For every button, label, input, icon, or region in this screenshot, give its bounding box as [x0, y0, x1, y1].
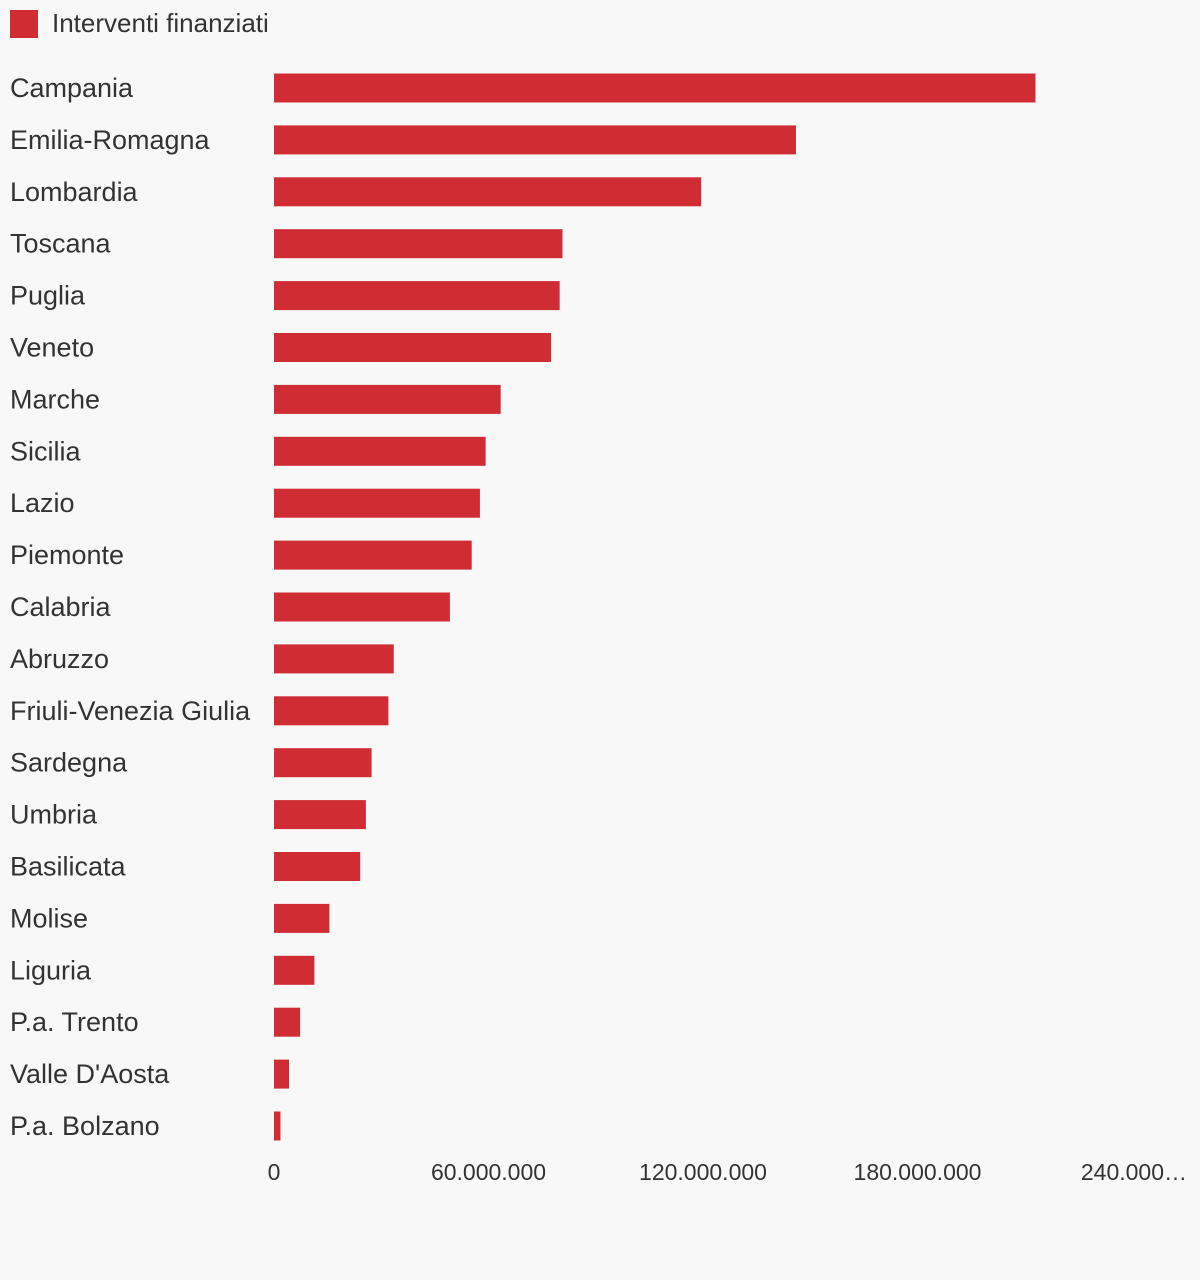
bar[interactable] [274, 1007, 301, 1037]
category-label: Campania [10, 73, 134, 103]
category-label: Puglia [10, 281, 86, 311]
category-label: Umbria [10, 800, 98, 830]
category-label: Piemonte [10, 540, 124, 570]
x-axis-ticks: 0 60.000.000 120.000.000 180.000.000 240.000… [268, 1159, 1187, 1185]
category-label: Toscana [10, 229, 112, 259]
category-label: Calabria [10, 592, 112, 622]
category-label: Emilia-Romagna [10, 125, 211, 155]
bar[interactable] [274, 125, 796, 155]
legend-label: Interventi finanziati [52, 8, 269, 38]
bar[interactable] [274, 73, 1036, 103]
bar[interactable] [274, 955, 315, 985]
bar[interactable] [274, 800, 366, 830]
legend: Interventi finanziati [10, 8, 269, 39]
bar[interactable] [274, 852, 361, 881]
bar[interactable] [274, 644, 394, 674]
bars [274, 73, 1036, 1141]
category-label: Basilicata [10, 852, 127, 882]
category-label: P.a. Bolzano [10, 1111, 160, 1141]
category-label: Sardegna [10, 748, 128, 778]
category-label: Lazio [10, 488, 75, 518]
category-label: Friuli-Venezia Giulia [10, 696, 251, 726]
bar[interactable] [274, 281, 560, 311]
category-label: Molise [10, 903, 88, 933]
category-label: Sicilia [10, 436, 82, 466]
bar[interactable] [274, 903, 330, 933]
bar[interactable] [274, 333, 552, 362]
category-label: Lombardia [10, 177, 139, 207]
category-label: Marche [10, 384, 100, 414]
category-label: Veneto [10, 333, 94, 363]
bar[interactable] [274, 229, 563, 259]
bar[interactable] [274, 436, 486, 466]
category-label: Liguria [10, 955, 92, 985]
bar[interactable] [274, 488, 480, 518]
bar[interactable] [274, 384, 501, 414]
bar[interactable] [274, 177, 702, 207]
bar[interactable] [274, 748, 372, 778]
x-tick-label: 240.000… [1081, 1159, 1187, 1185]
category-label: Abruzzo [10, 644, 109, 674]
legend-swatch [10, 9, 38, 38]
bar[interactable] [274, 1059, 290, 1089]
category-label: Valle D'Aosta [10, 1059, 170, 1089]
bar[interactable] [274, 1111, 281, 1141]
bar[interactable] [274, 540, 472, 570]
category-labels: Campania Emilia-Romagna Lombardia Toscana Pu… [10, 73, 251, 1141]
x-tick-label: 180.000.000 [854, 1159, 982, 1185]
category-label: P.a. Trento [10, 1007, 139, 1037]
x-tick-label: 60.000.000 [431, 1159, 546, 1185]
bar[interactable] [274, 696, 389, 726]
x-tick-label: 120.000.000 [639, 1159, 767, 1185]
bar[interactable] [274, 592, 450, 622]
x-tick-label: 0 [268, 1159, 281, 1185]
